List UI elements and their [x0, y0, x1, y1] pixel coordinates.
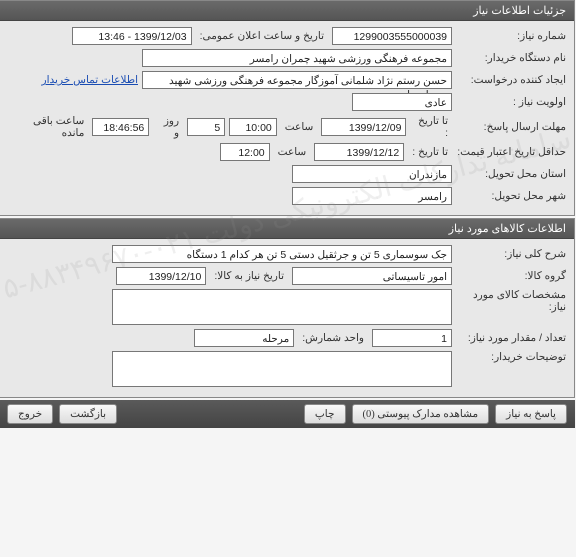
unit-field: مرحله [195, 329, 295, 347]
time-label-2: ساعت [275, 146, 312, 158]
attachments-button[interactable]: مشاهده مدارک پیوستی (0) [353, 404, 491, 424]
contact-link[interactable]: اطلاعات تماس خریدار [43, 74, 139, 86]
min-validity-label: حداقل تاریخ اعتبار قیمت: [457, 146, 567, 158]
city-label: شهر محل تحویل: [457, 190, 567, 202]
panel-header-1: جزئیات اطلاعات نیاز [1, 1, 575, 21]
unit-label: واحد شمارش: [299, 332, 369, 344]
deadline-label: مهلت ارسال پاسخ: [457, 121, 567, 133]
qty-field: 1 [373, 329, 453, 347]
need-details-panel: جزئیات اطلاعات نیاز شماره نیاز: 12990035… [0, 0, 576, 216]
buyer-org-label: نام دستگاه خریدار: [457, 52, 567, 64]
spec-label: مشخصات کالای مورد نیاز: [457, 289, 567, 313]
buyer-org-field: مجموعه فرهنگی ورزشی شهید چمران رامسر [143, 49, 453, 67]
days-remain-field: 5 [188, 118, 226, 136]
print-button[interactable]: چاپ [305, 404, 347, 424]
need-date-label: تاریخ نیاز به کالا: [211, 270, 289, 282]
deadline-time-field: 10:00 [230, 118, 278, 136]
priority-field: عادی [353, 93, 453, 111]
desc-field: جک سوسماری 5 تن و جرثقیل دستی 5 تن هر کد… [113, 245, 453, 263]
priority-label: اولویت نیاز : [457, 96, 567, 108]
announce-time-field: 1399/12/03 - 13:46 [73, 27, 193, 45]
remain-label: ساعت باقی مانده [9, 115, 89, 139]
province-label: استان محل تحویل: [457, 168, 567, 180]
creator-field: حسن رستم نژاد شلمانی آموزگار مجموعه فرهن… [143, 71, 453, 89]
creator-label: ایجاد کننده درخواست: [457, 74, 567, 86]
time-label-1: ساعت [282, 121, 319, 133]
province-field: مازندران [293, 165, 453, 183]
goods-info-panel: اطلاعات کالاهای مورد نیاز شرح کلی نیاز: … [0, 218, 576, 398]
spec-field[interactable] [113, 289, 453, 325]
announce-time-label: تاریخ و ساعت اعلان عمومی: [197, 30, 329, 42]
button-bar: پاسخ به نیاز مشاهده مدارک پیوستی (0) چاپ… [0, 400, 576, 428]
need-number-field: 1299003555000039 [333, 27, 453, 45]
buyer-notes-field[interactable] [113, 351, 453, 387]
desc-label: شرح کلی نیاز: [457, 248, 567, 260]
qty-label: تعداد / مقدار مورد نیاز: [457, 332, 567, 344]
city-field: رامسر [293, 187, 453, 205]
need-date-field: 1399/12/10 [117, 267, 207, 285]
deadline-date-field: 1399/12/09 [322, 118, 407, 136]
group-label: گروه کالا: [457, 270, 567, 282]
need-number-label: شماره نیاز: [457, 30, 567, 42]
min-validity-to: تا تاریخ : [409, 146, 453, 158]
exit-button[interactable]: خروج [8, 404, 54, 424]
time-remain-field: 18:46:56 [93, 118, 150, 136]
group-field: امور تاسیساتی [293, 267, 453, 285]
to-date-label: تا تاریخ : [411, 115, 453, 139]
buyer-notes-label: توضیحات خریدار: [457, 351, 567, 363]
min-validity-date-field: 1399/12/12 [315, 143, 405, 161]
panel-header-2: اطلاعات کالاهای مورد نیاز [1, 219, 575, 239]
back-button[interactable]: بازگشت [60, 404, 118, 424]
days-label: روز و [154, 115, 184, 139]
min-validity-time-field: 12:00 [221, 143, 271, 161]
respond-button[interactable]: پاسخ به نیاز [496, 404, 568, 424]
